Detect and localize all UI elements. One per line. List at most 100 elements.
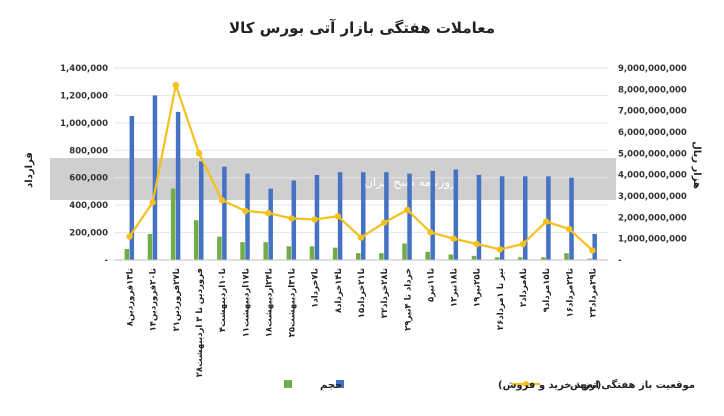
- open-interest-bar: [546, 176, 551, 260]
- value-point: [265, 209, 272, 217]
- x-tick-label: ۲۳تا۲۹مرداد: [588, 268, 598, 317]
- open-interest-bar: [152, 95, 158, 260]
- value-point: [172, 81, 180, 89]
- x-tick-label: ۱تا۷خرداد: [311, 268, 321, 308]
- open-interest-bar: [268, 188, 273, 260]
- legend-label-value: ارزش: [570, 380, 599, 391]
- x-tick-label: ۹تا۱۵مرداد: [542, 268, 552, 312]
- value-point: [357, 234, 365, 241]
- right-tick-label: 4,000,000,000: [618, 171, 687, 181]
- x-tick-label: ۴تا۱۰اردیبهشت: [218, 268, 228, 332]
- value-point: [126, 233, 133, 240]
- open-interest-bar: [430, 170, 435, 260]
- value-point: [473, 240, 480, 248]
- value-point: [404, 206, 411, 214]
- left-tick-label: 1,000,000: [60, 119, 108, 129]
- volume-bar: [124, 249, 130, 260]
- open-interest-bar: [592, 233, 597, 260]
- x-tick-label: ۲۹خرداد تا ۴تیر: [403, 268, 413, 331]
- open-interest-bar: [129, 116, 135, 260]
- left-tick-label: 1,400,000: [60, 64, 108, 74]
- volume-bar: [332, 247, 338, 260]
- value-line: [126, 81, 596, 254]
- right-axis-title: هزار ریال: [691, 141, 702, 189]
- legend-swatch-volume: [284, 380, 292, 388]
- volume-bar: [194, 220, 199, 260]
- left-tick-label: 600,000: [69, 174, 108, 184]
- value-point: [195, 150, 203, 157]
- volume-bar: [564, 253, 569, 260]
- open-interest-bar: [222, 166, 227, 260]
- value-point: [149, 199, 156, 206]
- legend-swatch-open-interest: [336, 380, 344, 388]
- volume-bar: [425, 251, 430, 260]
- left-tick-label: 1,200,000: [60, 91, 108, 101]
- value-point: [589, 247, 596, 254]
- x-tick-label: ۱۶تا۲۲مرداد: [565, 268, 575, 317]
- value-point: [427, 229, 434, 236]
- volume-bar: [263, 242, 268, 260]
- right-tick-label: 2,000,000,000: [618, 213, 687, 223]
- x-tick-label: ۲۱تا۲۷فروردین: [172, 268, 182, 331]
- open-interest-bar: [384, 172, 389, 260]
- volume-bar: [356, 253, 361, 260]
- open-interest-bar: [523, 176, 528, 260]
- right-tick-label: 1,000,000,000: [618, 235, 687, 245]
- chart-title: معاملات هفتگی بازار آتی بورس کالا: [229, 19, 495, 37]
- right-axis: - 1,000,000,000 2,000,000,000 3,000,000,000…: [618, 64, 687, 266]
- right-tick-label: 6,000,000,000: [618, 128, 687, 138]
- value-point: [542, 218, 550, 225]
- x-tick-label: ۱۵تا۲۱خرداد: [357, 268, 367, 318]
- x-tick-label: ۱۹تا۲۵تیر: [473, 268, 483, 307]
- left-axis-title: قرارداد: [24, 152, 35, 188]
- volume-bar: [402, 243, 407, 260]
- open-interest-bar: [199, 161, 204, 260]
- x-tick-label: ۲۵تا۳۱اردیبهشت: [288, 268, 298, 337]
- volume-bar: [471, 255, 477, 260]
- x-tick-label: ۱۸تا۲۴اردیبهشت: [264, 268, 274, 337]
- value-point: [311, 216, 318, 223]
- left-axis: - 200,000 400,000 600,000 800,000 1,000,000 1,…: [60, 64, 108, 266]
- x-tick-label: ۸تا۱۴خرداد: [334, 268, 344, 313]
- left-tick-label: -: [104, 256, 108, 266]
- volume-bar: [587, 258, 592, 260]
- volume-bar: [147, 233, 153, 260]
- right-tick-label: 3,000,000,000: [618, 192, 687, 202]
- volume-bar: [494, 257, 500, 260]
- value-point: [242, 207, 249, 215]
- open-interest-bar: [499, 176, 505, 260]
- open-interest-bar: [407, 173, 412, 260]
- x-tick-label: ۲۸فروردین تا ۳ اردیبهشت: [195, 268, 205, 377]
- x-tick-label: ۸تا۱۳فروردین: [126, 268, 136, 326]
- left-tick-label: 400,000: [69, 201, 108, 211]
- volume-bar: [286, 246, 292, 260]
- volume-bar: [170, 188, 176, 260]
- watermark-band: [50, 158, 616, 200]
- legend-label-open-interest: موقعیت باز هفتگی(تعهد خرید و فروش): [498, 378, 695, 391]
- value-point: [218, 197, 226, 204]
- legend-label-volume: حجم: [320, 380, 342, 391]
- right-tick-label: 7,000,000,000: [618, 107, 687, 117]
- value-point: [519, 240, 527, 248]
- right-tick-label: -: [618, 256, 622, 266]
- left-tick-label: 800,000: [69, 146, 108, 156]
- open-interest-bar: [175, 111, 181, 260]
- volume-bar: [217, 236, 222, 260]
- x-tick-label: ۱۲تا۱۸تیر: [450, 268, 460, 307]
- value-point: [496, 246, 504, 253]
- value-point: [380, 219, 388, 226]
- x-tick-label: ۱۴تا۲۰فروردین: [149, 268, 159, 331]
- open-interest-bar: [476, 174, 482, 260]
- open-interest-bar: [361, 172, 366, 260]
- value-point: [566, 225, 573, 233]
- right-tick-label: 5,000,000,000: [618, 149, 687, 159]
- volume-bar: [240, 242, 245, 260]
- x-axis: ۸تا۱۳فروردین ۱۴تا۲۰فروردین ۲۱تا۲۷فروردین ۲۸…: [114, 259, 608, 377]
- open-interest-bar: [453, 169, 459, 260]
- value-point: [334, 213, 342, 220]
- open-interest-bar: [245, 173, 250, 260]
- volume-bar: [541, 257, 546, 260]
- value-point: [450, 235, 457, 242]
